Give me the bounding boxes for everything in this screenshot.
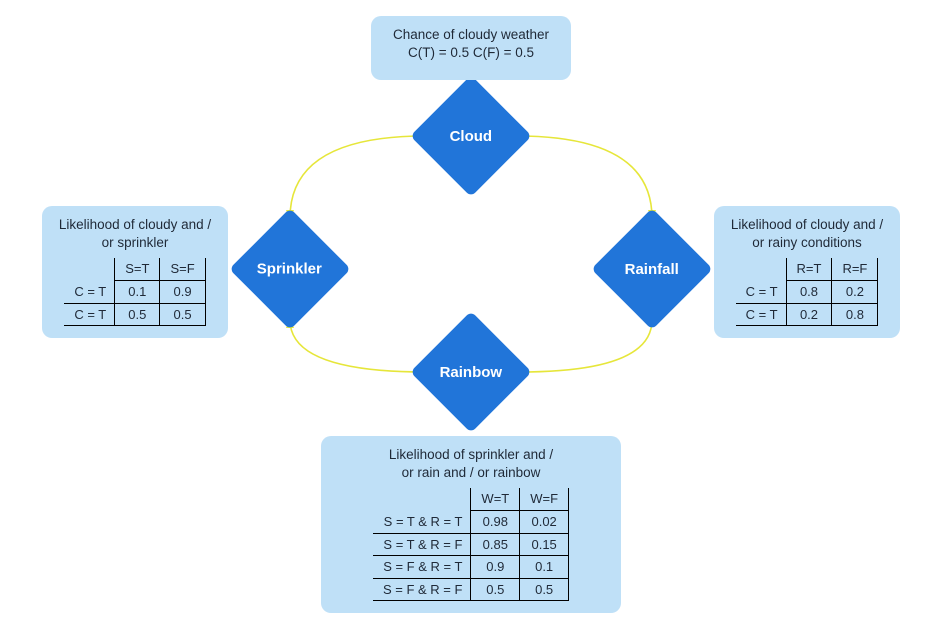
box-left-title: Likelihood of cloudy and / or sprinkler	[54, 216, 216, 252]
table-header-blank	[736, 258, 786, 280]
table-row: C = T0.50.5	[64, 303, 205, 326]
box-top-line2: C(T) = 0.5 C(F) = 0.5	[383, 44, 559, 62]
table-cell: 0.9	[471, 556, 520, 579]
table-cell: 0.2	[786, 303, 832, 326]
table-header-cell: S=T	[115, 258, 160, 280]
box-left-line2: or sprinkler	[54, 234, 216, 252]
edge-cloud-sprinkler	[290, 136, 425, 218]
table-cell: 0.5	[160, 303, 205, 326]
table-cell: 0.5	[115, 303, 160, 326]
table-header-cell: W=F	[520, 488, 569, 510]
table-row: S = T & R = F0.850.15	[373, 533, 569, 556]
box-top-title: Chance of cloudy weather C(T) = 0.5 C(F)…	[383, 26, 559, 62]
table-header-cell: R=T	[786, 258, 832, 280]
table-row: C = T0.10.9	[64, 280, 205, 303]
node-sprinkler: Sprinkler	[229, 208, 351, 330]
table-right: R=TR=FC = T0.80.2C = T0.20.8	[736, 258, 879, 326]
table-cell: 0.85	[471, 533, 520, 556]
table-cell: 0.9	[160, 280, 205, 303]
table-left: S=TS=FC = T0.10.9C = T0.50.5	[64, 258, 205, 326]
box-right-line1: Likelihood of cloudy and /	[726, 216, 888, 234]
table-cell: 0.5	[520, 578, 569, 601]
table-cell: 0.15	[520, 533, 569, 556]
node-rainfall: Rainfall	[591, 208, 713, 330]
table-row-label: C = T	[736, 303, 786, 326]
box-left: Likelihood of cloudy and / or sprinkler …	[42, 206, 228, 338]
table-cell: 0.98	[471, 510, 520, 533]
node-cloud-label: Cloud	[450, 128, 493, 145]
box-top-line1: Chance of cloudy weather	[383, 26, 559, 44]
table-cell: 0.8	[786, 280, 832, 303]
table-cell: 0.1	[115, 280, 160, 303]
table-row: C = T0.20.8	[736, 303, 878, 326]
table-row: S = T & R = T0.980.02	[373, 510, 569, 533]
box-right-line2: or rainy conditions	[726, 234, 888, 252]
box-right-title: Likelihood of cloudy and / or rainy cond…	[726, 216, 888, 252]
table-row-label: S = F & R = F	[373, 578, 471, 601]
table-cell: 0.02	[520, 510, 569, 533]
table-row-label: S = T & R = T	[373, 510, 471, 533]
table-cell: 0.2	[832, 280, 878, 303]
box-bottom-line2: or rain and / or rainbow	[333, 464, 609, 482]
table-row: S = F & R = T0.90.1	[373, 556, 569, 579]
edge-rainfall-rainbow	[520, 320, 652, 372]
table-cell: 0.1	[520, 556, 569, 579]
table-header-blank	[64, 258, 114, 280]
node-rainbow-label: Rainbow	[440, 364, 503, 381]
table-row-label: C = T	[64, 303, 114, 326]
table-row-label: S = T & R = F	[373, 533, 471, 556]
table-header-cell: S=F	[160, 258, 205, 280]
table-header-cell: W=T	[471, 488, 520, 510]
node-sprinkler-label: Sprinkler	[257, 261, 322, 278]
node-rainbow: Rainbow	[410, 311, 532, 433]
table-row-label: C = T	[736, 280, 786, 303]
node-rainfall-label: Rainfall	[625, 261, 679, 278]
table-header-blank	[373, 488, 471, 510]
table-row-label: C = T	[64, 280, 114, 303]
table-row: S = F & R = F0.50.5	[373, 578, 569, 601]
box-left-line1: Likelihood of cloudy and /	[54, 216, 216, 234]
box-bottom-title: Likelihood of sprinkler and / or rain an…	[333, 446, 609, 482]
box-bottom: Likelihood of sprinkler and / or rain an…	[321, 436, 621, 613]
table-cell: 0.8	[832, 303, 878, 326]
edge-rainbow-sprinkler	[290, 320, 425, 372]
edge-cloud-rainfall	[517, 136, 652, 218]
table-cell: 0.5	[471, 578, 520, 601]
table-bottom: W=TW=FS = T & R = T0.980.02S = T & R = F…	[373, 488, 569, 601]
box-top: Chance of cloudy weather C(T) = 0.5 C(F)…	[371, 16, 571, 80]
node-cloud: Cloud	[410, 75, 532, 197]
table-row-label: S = F & R = T	[373, 556, 471, 579]
box-bottom-line1: Likelihood of sprinkler and /	[333, 446, 609, 464]
table-header-cell: R=F	[832, 258, 878, 280]
table-row: C = T0.80.2	[736, 280, 878, 303]
box-right: Likelihood of cloudy and / or rainy cond…	[714, 206, 900, 338]
